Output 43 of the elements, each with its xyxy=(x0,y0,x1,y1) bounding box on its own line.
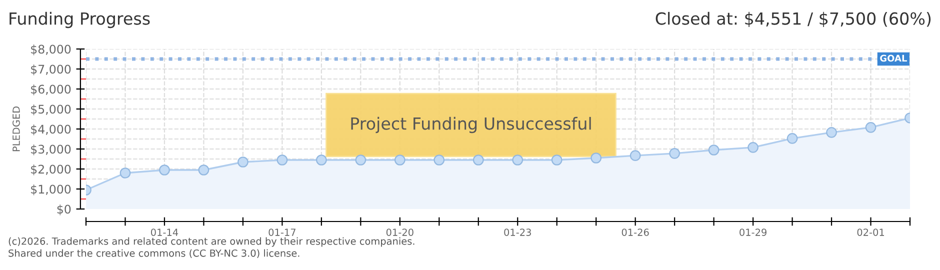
point xyxy=(355,154,366,166)
y-tick-label: $4,000 xyxy=(31,124,71,136)
x-tick-label: 01-14 xyxy=(150,228,178,236)
x-tick-label: 01-17 xyxy=(268,228,296,236)
point xyxy=(826,126,837,138)
y-tick-label: $8,000 xyxy=(31,44,71,56)
point xyxy=(512,154,524,166)
point xyxy=(276,154,288,166)
point xyxy=(394,154,406,166)
y-tick-label: $1,000 xyxy=(31,184,71,196)
x-tick-label: 01-26 xyxy=(622,228,649,236)
point xyxy=(708,144,720,156)
chart-title: Funding Progress xyxy=(10,12,150,28)
y-axis-title: PLEDGED xyxy=(12,106,20,152)
point xyxy=(238,156,248,168)
y-tick-label: $0 xyxy=(57,204,71,216)
annotation: Project Funding Unsuccessful xyxy=(351,116,591,134)
y-tick-label: $3,000 xyxy=(31,144,71,156)
point xyxy=(590,152,602,164)
x-tick-label: 01-23 xyxy=(504,228,531,236)
point xyxy=(198,164,210,176)
point xyxy=(669,148,680,159)
point xyxy=(551,154,562,166)
point xyxy=(316,154,327,166)
y-tick-label: $7,000 xyxy=(31,64,71,76)
x-tick-label: 01-29 xyxy=(740,228,766,236)
point xyxy=(434,154,445,166)
point xyxy=(786,132,798,144)
chart-subtitle: Closed at: $4,551 / $7,500 (60%) xyxy=(656,12,931,28)
point xyxy=(748,142,758,153)
point xyxy=(865,122,876,133)
y-tick-label: $6,000 xyxy=(31,84,71,96)
point xyxy=(472,154,484,166)
y-tick-label: $5,000 xyxy=(31,104,71,116)
text: (c)2026. Trademarks and related content are owned by their respective companies. xyxy=(8,237,414,247)
point xyxy=(159,164,170,176)
y-tick-label: $2,000 xyxy=(31,164,71,176)
point xyxy=(120,168,131,178)
x-tick-label: 01-20 xyxy=(386,228,414,236)
x-tick-label: 02-01 xyxy=(857,228,884,236)
ref-line-label: GOAL xyxy=(880,54,907,62)
point xyxy=(630,150,641,162)
text: Shared under the creative commons (CC BY-NC 3.0) license. xyxy=(8,249,300,258)
